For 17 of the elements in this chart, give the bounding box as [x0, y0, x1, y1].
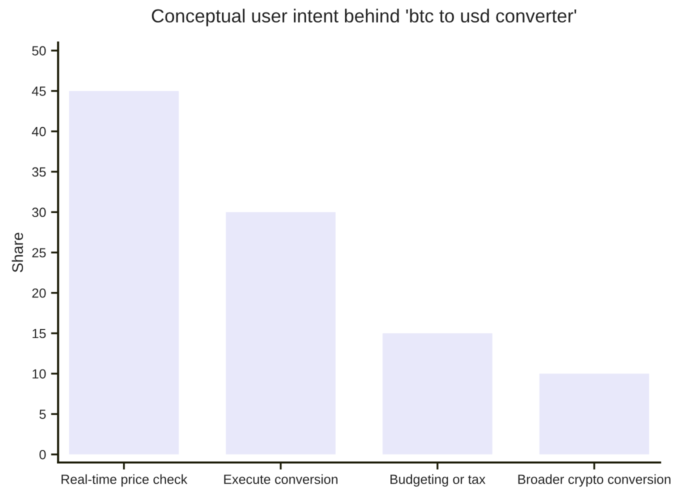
y-tick-label: 10	[32, 369, 46, 379]
y-tick-label: 0	[39, 450, 46, 460]
y-tick-label: 20	[32, 288, 46, 298]
y-tick-label: 35	[32, 167, 46, 177]
x-tick-label: Execute conversion	[224, 474, 338, 484]
y-tick-label: 30	[32, 208, 46, 218]
y-axis-title: Share	[12, 232, 24, 272]
y-tick-label: 50	[32, 46, 46, 56]
x-tick-label: Real-time price check	[62, 474, 188, 487]
x-tick-label: Budgeting or tax	[390, 474, 486, 487]
y-tick-label: 45	[32, 86, 46, 96]
y-tick-label: 25	[32, 248, 46, 258]
y-tick-label: 40	[32, 126, 46, 136]
x-tick-label: Broader crypto conversion	[518, 474, 670, 487]
y-tick-label: 15	[32, 328, 46, 338]
chart-title: Conceptual user intent behind 'btc to usd converter'	[152, 8, 576, 26]
y-tick-label: 5	[39, 410, 46, 419]
